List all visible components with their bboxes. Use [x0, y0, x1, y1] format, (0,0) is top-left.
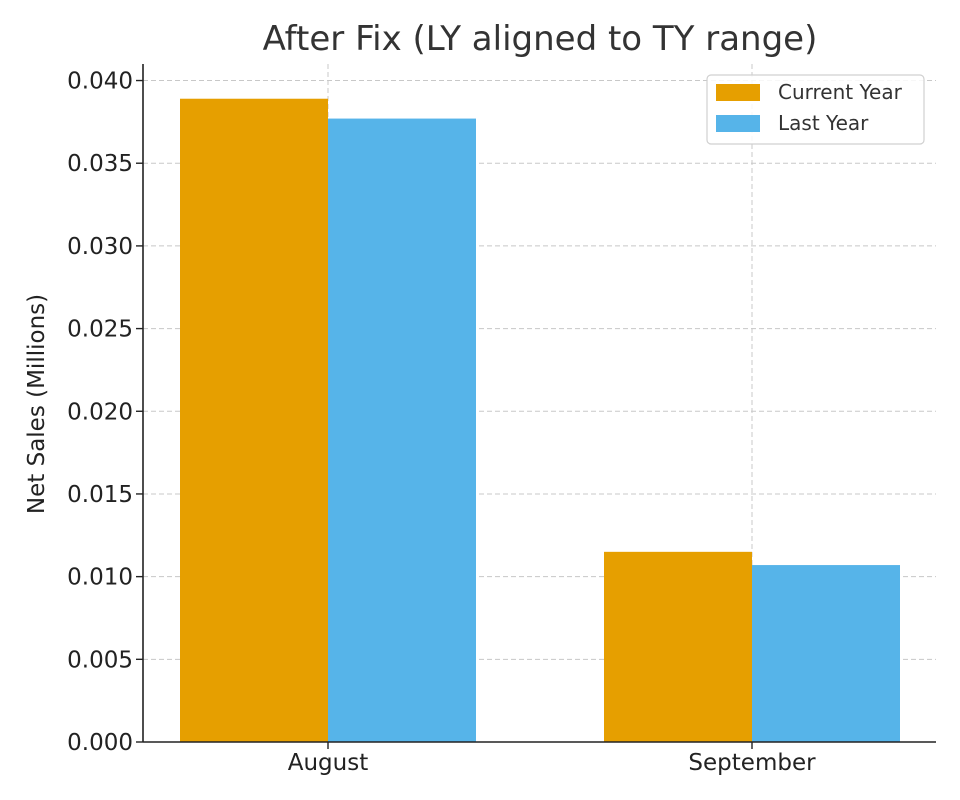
y-tick-label: 0.000: [67, 730, 133, 756]
y-tick-labels: 0.000 0.005 0.010 0.015 0.020 0.025 0.030 0.035…: [67, 69, 133, 756]
axes-layer: [136, 64, 936, 749]
y-tick-label: 0.040: [67, 69, 133, 95]
y-tick-label: 0.010: [67, 565, 133, 591]
legend-label: Last Year: [778, 111, 869, 135]
y-tick-label: 0.030: [67, 234, 133, 260]
legend-swatch: [716, 84, 760, 101]
y-tick-label: 0.025: [67, 317, 133, 343]
legend-label: Current Year: [778, 80, 903, 104]
bar-last-year-august: [328, 118, 476, 742]
legend-swatch: [716, 115, 760, 132]
bars-layer: [180, 98, 900, 743]
bar-current-year-september: [604, 551, 752, 742]
bar-current-year-august: [180, 98, 328, 743]
chart-title: After Fix (LY aligned to TY range): [263, 19, 818, 59]
y-tick-label: 0.015: [67, 482, 133, 508]
legend: Current Year Last Year: [706, 74, 925, 145]
x-tick-label: August: [288, 750, 369, 776]
x-tick-labels: August September: [288, 750, 816, 776]
y-axis-label: Net Sales (Millions): [24, 294, 50, 514]
bar-last-year-september: [752, 565, 900, 742]
y-tick-label: 0.035: [67, 151, 133, 177]
y-tick-label: 0.005: [67, 647, 133, 673]
y-tick-label: 0.020: [67, 399, 133, 425]
x-tick-label: September: [688, 750, 816, 776]
legend-box: [706, 74, 925, 145]
